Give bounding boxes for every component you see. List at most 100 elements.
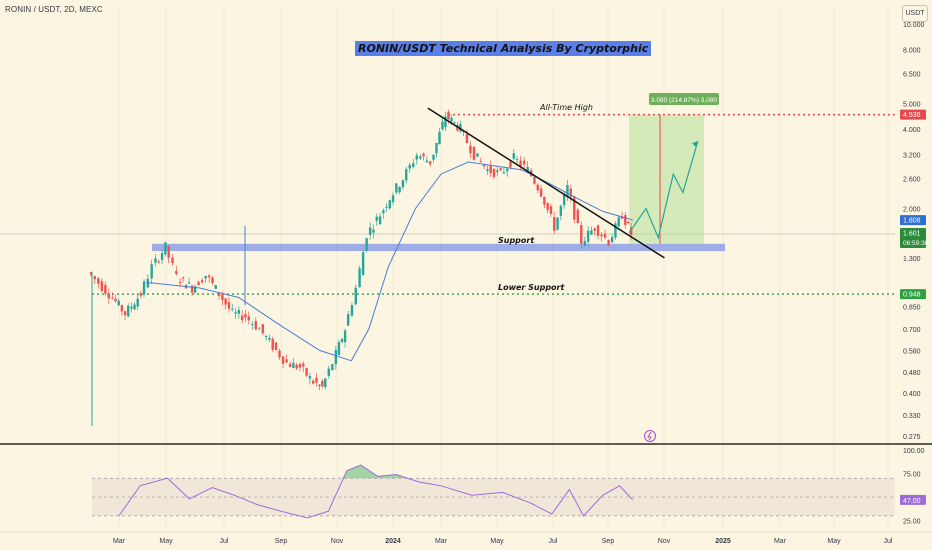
candle-body (519, 160, 522, 167)
candle-body (133, 304, 136, 310)
candle-body (422, 153, 425, 157)
candle-body (337, 342, 341, 355)
candle-body (197, 281, 200, 286)
candle-body (441, 121, 444, 130)
candle-body (340, 339, 344, 342)
candle-body (405, 169, 408, 181)
candle-body (181, 277, 185, 279)
x-tick-label: Mar (435, 538, 448, 545)
candle-body (526, 166, 529, 172)
candle-body (97, 278, 100, 284)
y-tick-label: 5.000 (903, 101, 921, 108)
x-tick-label: Mar (113, 538, 126, 545)
candle-body (596, 225, 600, 236)
candle-body (569, 188, 572, 198)
candle-body (285, 359, 288, 363)
candle-body (419, 156, 422, 159)
candle-body (610, 237, 614, 243)
candle-body (486, 169, 489, 171)
candle-body (546, 202, 549, 210)
candle-body (375, 216, 378, 221)
candle-body (240, 315, 244, 321)
candle-body (175, 270, 178, 275)
candle-body (450, 117, 453, 122)
candle-body (365, 238, 368, 251)
candle-body (556, 217, 559, 230)
rsi-value-tag (900, 494, 926, 505)
candle-body (164, 242, 167, 255)
y-tick-label: 2.600 (903, 176, 921, 183)
candle-body (321, 380, 324, 387)
candle-body (509, 161, 512, 168)
support-label: Support (498, 236, 535, 245)
candle-body (593, 228, 596, 231)
currency-badge[interactable]: USDT (902, 5, 928, 22)
candle-body (346, 314, 350, 326)
candle-body (496, 170, 499, 172)
candle-body (247, 316, 250, 321)
candle-body (278, 350, 281, 358)
y-tick-label: 0.275 (903, 434, 921, 441)
candle-body (142, 281, 146, 295)
target-box-label: 3.080 (214.87%) 3,080 (651, 97, 718, 104)
candle-body (502, 172, 506, 174)
candle-body (539, 188, 543, 197)
candle-body (295, 364, 298, 369)
x-tick-label: Nov (331, 538, 344, 545)
candle-body (343, 330, 347, 343)
rsi-tick-label: 100.00 (903, 448, 925, 455)
candle-body (271, 338, 274, 350)
candle-body (447, 111, 450, 120)
support-zone (152, 243, 725, 252)
candle-body (130, 306, 133, 309)
candle-body (136, 298, 139, 307)
all-time-high-tag (900, 109, 926, 120)
candle-body (368, 227, 372, 235)
candle-body (227, 302, 231, 309)
candle-body (244, 314, 247, 318)
candle-body (234, 312, 237, 314)
candle-body (187, 282, 191, 284)
y-tick-label: 0.700 (903, 327, 921, 334)
descending-trendline (427, 107, 665, 259)
y-tick-label: 0.330 (903, 413, 921, 420)
all-time-high-label: All-Time High (539, 103, 593, 112)
lightning-icon-bolt (647, 431, 652, 441)
y-tick-label: 0.480 (903, 370, 921, 377)
projection-path (628, 140, 699, 240)
candle-body (617, 217, 620, 227)
candle-body (268, 337, 271, 340)
candle-body (533, 177, 536, 184)
countdown-value: 06:59:38 (903, 240, 929, 247)
candle-body (590, 230, 593, 235)
candle-body (318, 384, 321, 387)
candle-body (385, 206, 388, 208)
x-tick-label: May (159, 538, 173, 545)
candle-body (302, 363, 305, 367)
candle-body (391, 195, 395, 203)
lightning-icon (644, 430, 656, 442)
y-tick-label: 2.000 (903, 207, 921, 214)
candle-body (472, 146, 476, 160)
candle-body (607, 240, 610, 246)
lower-support-tag (900, 289, 926, 300)
candle-body (93, 276, 96, 280)
candle-body (492, 168, 496, 178)
candle-body (398, 186, 401, 193)
candle-body (512, 153, 515, 159)
candle-body (543, 196, 546, 205)
candle-body (453, 122, 456, 124)
candle-body (499, 168, 502, 171)
candle-body (429, 161, 432, 165)
candle-body (432, 154, 435, 160)
x-tick-label: Nov (658, 538, 671, 545)
candle-body (334, 350, 338, 365)
candle-body (327, 368, 331, 376)
candle-body (515, 159, 519, 161)
candle-body (308, 376, 312, 379)
candle-body (258, 328, 261, 330)
candle-body (251, 324, 254, 326)
candle-body (459, 124, 462, 132)
candle-body (412, 163, 415, 167)
